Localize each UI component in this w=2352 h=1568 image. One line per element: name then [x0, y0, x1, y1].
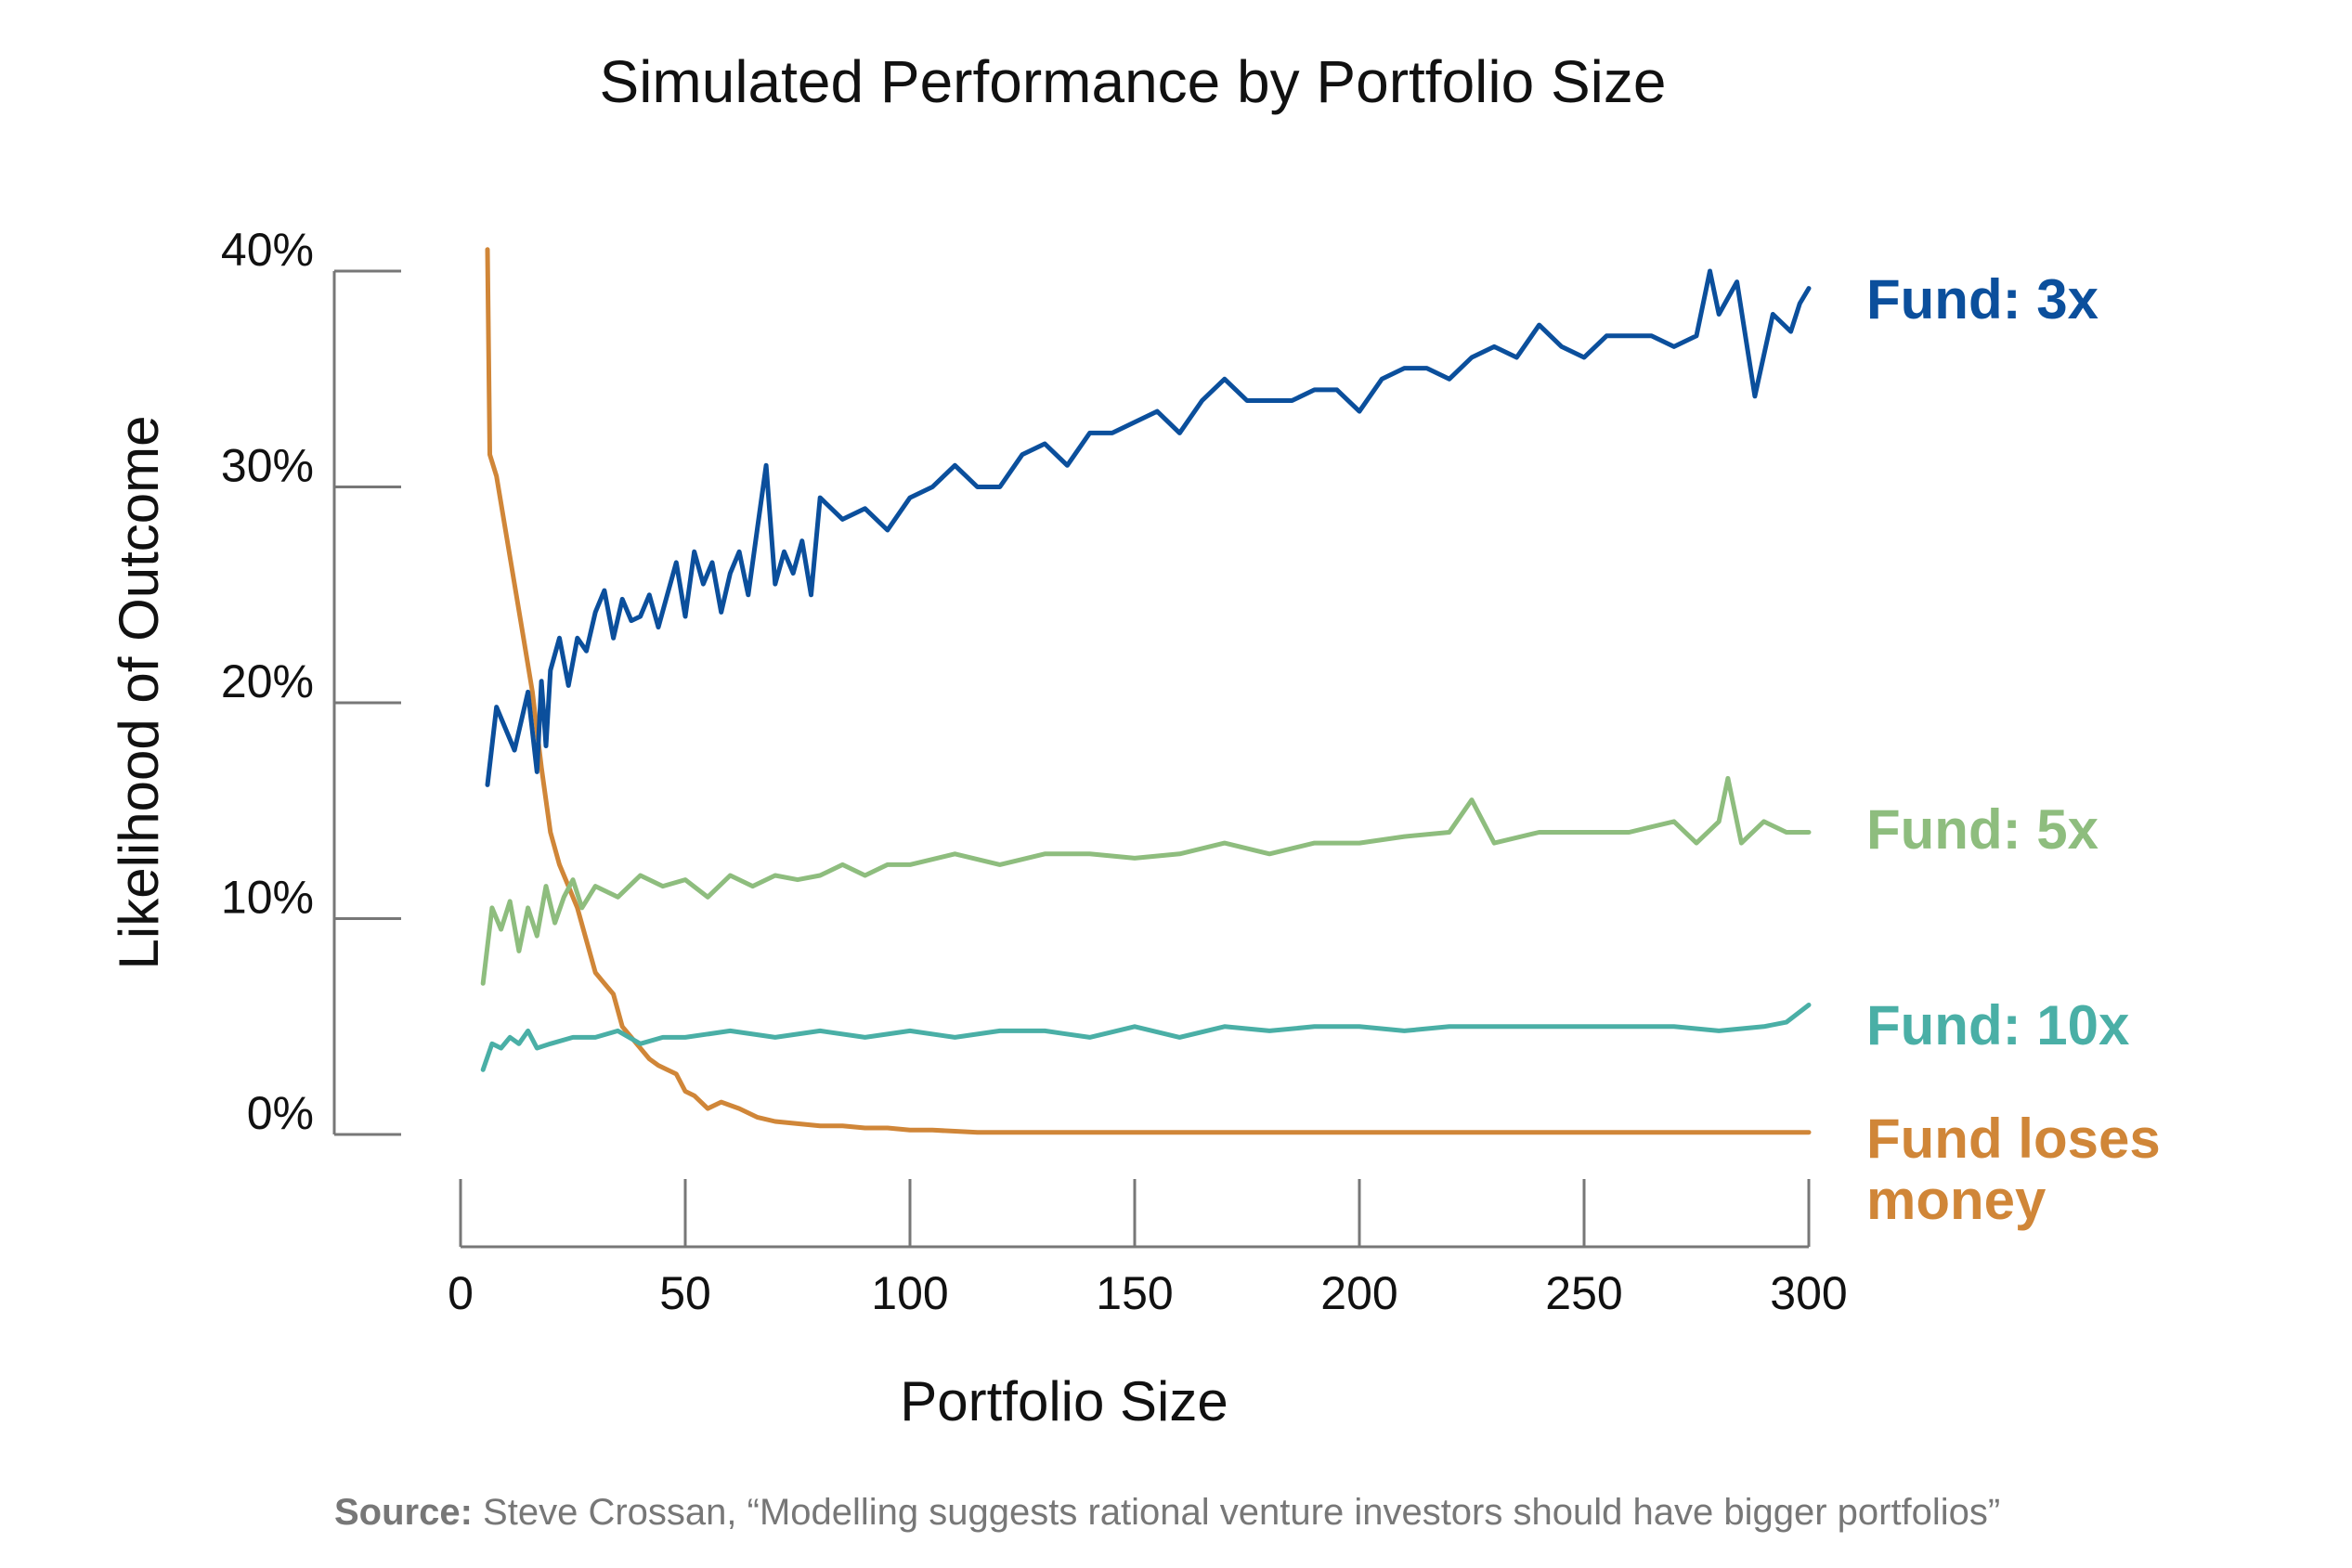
- x-tick-label: 200: [1320, 1267, 1397, 1319]
- chart-title: Simulated Performance by Portfolio Size: [600, 48, 1667, 115]
- series-layer: [480, 247, 1812, 1135]
- series-label-fund-loses-line2: money: [1866, 1169, 2047, 1231]
- series-label-fund-10x: Fund: 10x: [1866, 994, 2129, 1056]
- x-axis: 0 50 100 150 200 250 300: [448, 1179, 1848, 1319]
- y-tick-label: 30%: [221, 440, 314, 492]
- series-label-fund-loses-line1: Fund loses: [1866, 1108, 2161, 1170]
- x-tick-label: 250: [1545, 1267, 1622, 1319]
- series-label-fund-5x: Fund: 5x: [1866, 798, 2099, 861]
- source-note: Source: Steve Crossan, “Modelling sugges…: [334, 1492, 2000, 1533]
- source-text: Steve Crossan, “Modelling suggests ratio…: [473, 1492, 2000, 1533]
- series-line-fund-5x: [480, 775, 1812, 986]
- y-axis: 0% 10% 20% 30% 40%: [221, 224, 401, 1139]
- x-tick-label: 100: [871, 1267, 948, 1319]
- source-label: Source:: [334, 1492, 473, 1533]
- x-tick-label: 300: [1770, 1267, 1847, 1319]
- series-line-fund-3x: [485, 268, 1812, 787]
- y-axis-label: Likelihood of Outcome: [108, 415, 170, 969]
- y-tick-label: 40%: [221, 224, 314, 276]
- x-tick-label: 0: [448, 1267, 474, 1319]
- x-tick-label: 150: [1096, 1267, 1173, 1319]
- series-line-fund-10x: [480, 1003, 1812, 1072]
- x-tick-label: 50: [659, 1267, 711, 1319]
- series-label-fund-3x: Fund: 3x: [1866, 268, 2099, 330]
- series-line-fund-loses-money: [485, 247, 1812, 1135]
- x-axis-label: Portfolio Size: [900, 1370, 1228, 1432]
- y-tick-label: 10%: [221, 872, 314, 924]
- y-tick-label: 0%: [247, 1087, 314, 1139]
- y-tick-label: 20%: [221, 655, 314, 707]
